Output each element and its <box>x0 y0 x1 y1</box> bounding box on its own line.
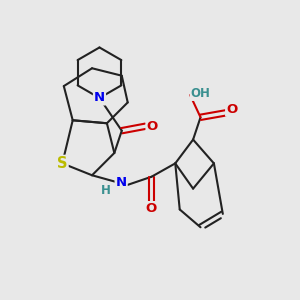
Text: H: H <box>101 184 111 196</box>
Text: O: O <box>146 120 158 133</box>
Text: N: N <box>116 176 127 189</box>
Text: S: S <box>57 156 68 171</box>
Text: O: O <box>146 202 157 215</box>
Text: OH: OH <box>190 87 211 100</box>
Text: O: O <box>226 103 237 116</box>
Text: N: N <box>94 92 105 104</box>
